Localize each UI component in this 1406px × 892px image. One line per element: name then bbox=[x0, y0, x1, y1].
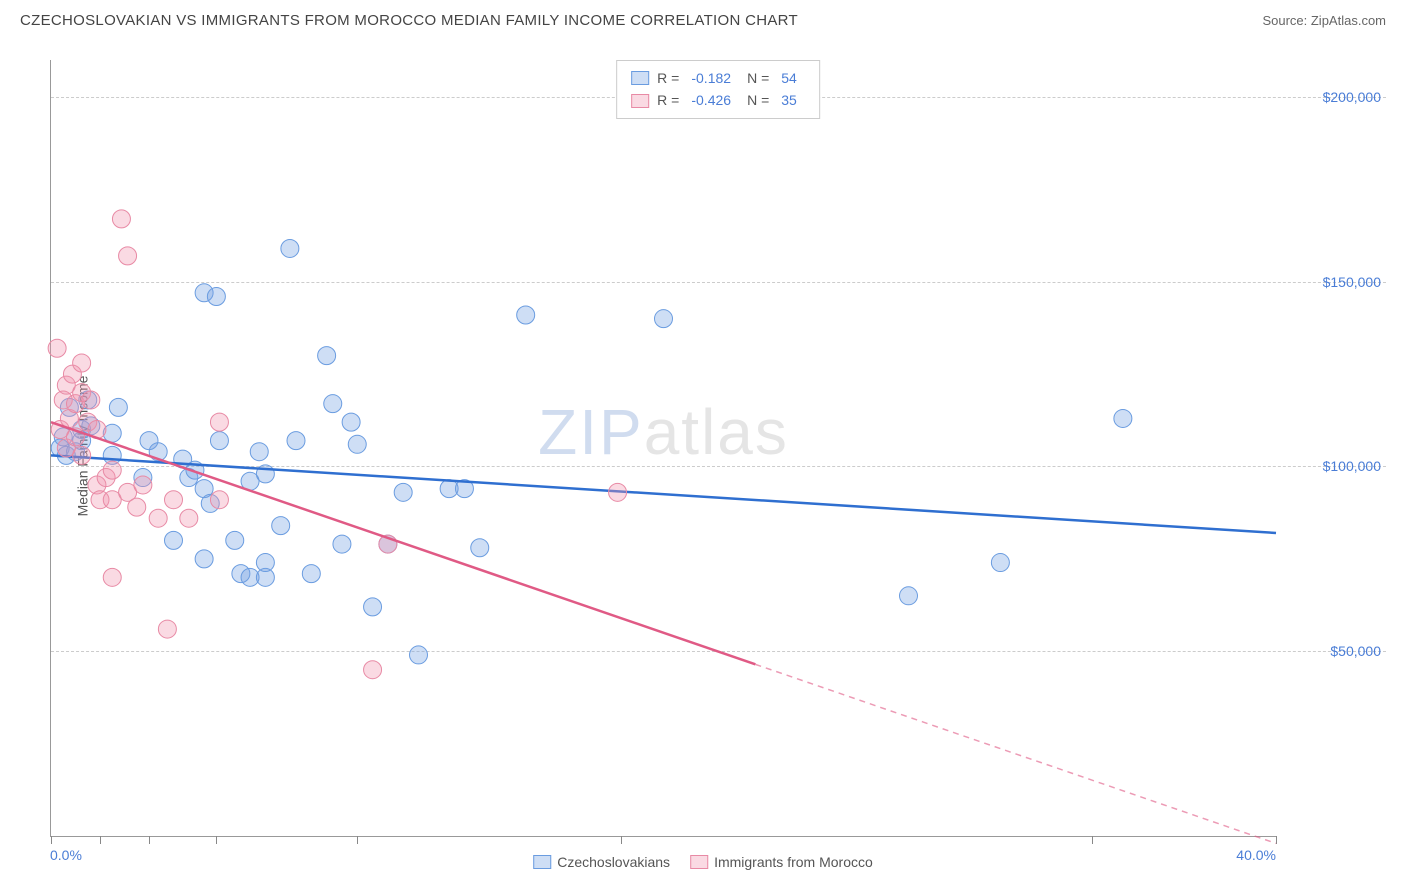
y-tick-label: $100,000 bbox=[1323, 458, 1381, 474]
scatter-point bbox=[134, 476, 152, 494]
legend-correlation-box: R = -0.182 N = 54 R = -0.426 N = 35 bbox=[616, 60, 820, 119]
x-tick bbox=[357, 836, 358, 844]
legend-series-label: Immigrants from Morocco bbox=[714, 854, 873, 870]
scatter-point bbox=[394, 483, 412, 501]
scatter-point bbox=[302, 565, 320, 583]
scatter-point bbox=[333, 535, 351, 553]
scatter-point bbox=[348, 435, 366, 453]
scatter-point bbox=[655, 310, 673, 328]
y-tick-label: $150,000 bbox=[1323, 274, 1381, 290]
legend-row-series-2: R = -0.426 N = 35 bbox=[631, 89, 805, 111]
legend-series-box: Czechoslovakians Immigrants from Morocco bbox=[533, 854, 873, 870]
scatter-point bbox=[195, 550, 213, 568]
trend-line-dashed bbox=[755, 664, 1276, 843]
scatter-point bbox=[210, 432, 228, 450]
scatter-point bbox=[207, 287, 225, 305]
scatter-point bbox=[324, 395, 342, 413]
scatter-point bbox=[1114, 409, 1132, 427]
scatter-point bbox=[112, 210, 130, 228]
legend-r-value: -0.426 bbox=[691, 89, 731, 111]
legend-swatch-icon bbox=[631, 71, 649, 85]
x-tick bbox=[1092, 836, 1093, 844]
scatter-point bbox=[281, 239, 299, 257]
scatter-point bbox=[364, 598, 382, 616]
x-axis-max-label: 40.0% bbox=[1236, 847, 1276, 863]
scatter-point bbox=[119, 247, 137, 265]
scatter-point bbox=[73, 446, 91, 464]
scatter-point bbox=[103, 461, 121, 479]
scatter-point bbox=[103, 568, 121, 586]
legend-item-series-1: Czechoslovakians bbox=[533, 854, 670, 870]
scatter-point bbox=[165, 491, 183, 509]
legend-series-label: Czechoslovakians bbox=[557, 854, 670, 870]
scatter-point bbox=[318, 347, 336, 365]
scatter-point bbox=[165, 531, 183, 549]
x-tick bbox=[149, 836, 150, 844]
legend-n-value: 54 bbox=[781, 67, 797, 89]
scatter-point bbox=[342, 413, 360, 431]
scatter-point bbox=[158, 620, 176, 638]
legend-r-value: -0.182 bbox=[691, 67, 731, 89]
scatter-point bbox=[109, 398, 127, 416]
legend-n-value: 35 bbox=[781, 89, 797, 111]
scatter-point bbox=[900, 587, 918, 605]
plot-box: ZIPatlas $50,000$100,000$150,000$200,000 bbox=[50, 60, 1276, 837]
x-tick bbox=[621, 836, 622, 844]
trend-line bbox=[51, 455, 1276, 533]
y-tick-label: $200,000 bbox=[1323, 89, 1381, 105]
legend-r-label: R = bbox=[657, 89, 679, 111]
legend-n-label: N = bbox=[747, 67, 769, 89]
scatter-point bbox=[471, 539, 489, 557]
scatter-point bbox=[250, 443, 268, 461]
scatter-point bbox=[180, 509, 198, 527]
scatter-point bbox=[210, 491, 228, 509]
scatter-point bbox=[73, 354, 91, 372]
y-tick-label: $50,000 bbox=[1330, 643, 1381, 659]
scatter-point bbox=[128, 498, 146, 516]
legend-n-label: N = bbox=[747, 89, 769, 111]
scatter-point bbox=[149, 509, 167, 527]
scatter-point bbox=[364, 661, 382, 679]
scatter-point bbox=[256, 554, 274, 572]
x-tick bbox=[51, 836, 52, 844]
x-axis-min-label: 0.0% bbox=[50, 847, 82, 863]
scatter-point bbox=[517, 306, 535, 324]
chart-header: CZECHOSLOVAKIAN VS IMMIGRANTS FROM MOROC… bbox=[0, 0, 1406, 37]
legend-row-series-1: R = -0.182 N = 54 bbox=[631, 67, 805, 89]
legend-item-series-2: Immigrants from Morocco bbox=[690, 854, 873, 870]
scatter-point bbox=[287, 432, 305, 450]
chart-area: R = -0.182 N = 54 R = -0.426 N = 35 ZIPa… bbox=[50, 60, 1386, 837]
scatter-plot-svg bbox=[51, 60, 1276, 836]
legend-swatch-icon bbox=[690, 855, 708, 869]
trend-line bbox=[51, 422, 755, 664]
x-tick bbox=[100, 836, 101, 844]
scatter-point bbox=[272, 517, 290, 535]
source-attribution: Source: ZipAtlas.com bbox=[1262, 13, 1386, 28]
legend-swatch-icon bbox=[533, 855, 551, 869]
chart-title: CZECHOSLOVAKIAN VS IMMIGRANTS FROM MOROC… bbox=[20, 12, 798, 29]
scatter-point bbox=[82, 391, 100, 409]
scatter-point bbox=[991, 554, 1009, 572]
scatter-point bbox=[410, 646, 428, 664]
scatter-point bbox=[609, 483, 627, 501]
scatter-point bbox=[210, 413, 228, 431]
legend-r-label: R = bbox=[657, 67, 679, 89]
legend-swatch-icon bbox=[631, 94, 649, 108]
scatter-point bbox=[48, 339, 66, 357]
x-tick bbox=[216, 836, 217, 844]
scatter-point bbox=[226, 531, 244, 549]
